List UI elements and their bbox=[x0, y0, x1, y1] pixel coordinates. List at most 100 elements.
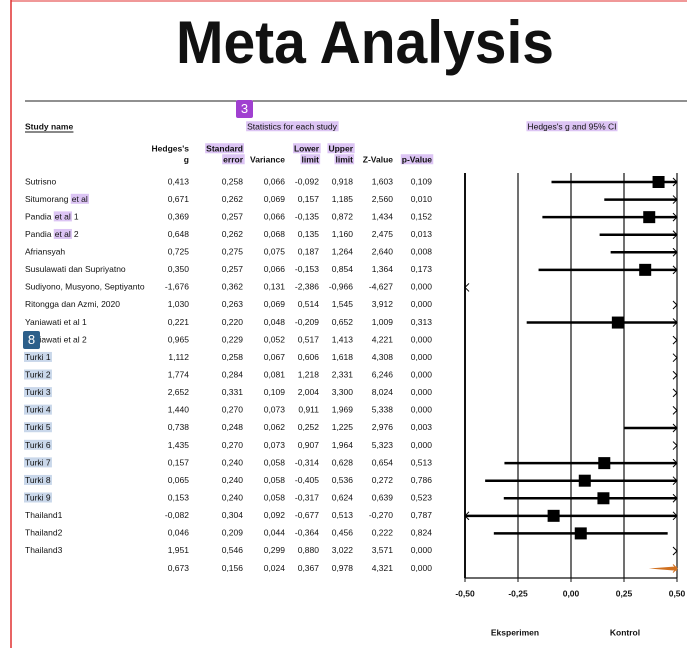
summary-cell: 0,978 bbox=[332, 563, 354, 573]
cell: 1,774 bbox=[168, 370, 190, 380]
column-header: limit bbox=[336, 154, 354, 164]
cell: 1,364 bbox=[372, 264, 394, 274]
ci-arrow bbox=[672, 195, 678, 204]
point-estimate bbox=[597, 492, 610, 505]
highlight bbox=[24, 351, 52, 362]
cell: 0,075 bbox=[264, 247, 286, 257]
cell: 0,073 bbox=[264, 440, 286, 450]
cell: 0,787 bbox=[411, 510, 433, 520]
highlight bbox=[24, 369, 52, 380]
cell: 0,606 bbox=[298, 352, 320, 362]
ci-arrow bbox=[672, 177, 678, 187]
highlight bbox=[526, 121, 618, 132]
cell: 4,308 bbox=[372, 352, 394, 362]
ci-arrow bbox=[672, 353, 678, 363]
study-name: Turki 3 bbox=[25, 387, 51, 397]
cell: 1,969 bbox=[332, 405, 354, 415]
ci-arrow bbox=[672, 318, 678, 327]
ci-arrow bbox=[672, 265, 678, 275]
ci-arrow bbox=[672, 406, 678, 415]
cell: 0,135 bbox=[298, 229, 320, 239]
cell: 0,066 bbox=[264, 264, 286, 274]
cell: 0,240 bbox=[222, 475, 244, 485]
summary-cell: 0,673 bbox=[168, 563, 190, 573]
summary-cell: 0,024 bbox=[264, 563, 286, 573]
cell: 0,536 bbox=[332, 475, 354, 485]
cell: 0,671 bbox=[168, 194, 190, 204]
summary-cell: 4,321 bbox=[372, 563, 394, 573]
cell: 0,152 bbox=[411, 211, 433, 221]
title: Meta Analysis bbox=[176, 9, 554, 76]
cell: 1,185 bbox=[332, 194, 354, 204]
cell: 3,022 bbox=[332, 545, 354, 555]
badge bbox=[236, 100, 253, 118]
cell: 0,304 bbox=[222, 510, 244, 520]
cell: 2,004 bbox=[298, 387, 320, 397]
ci-arrow bbox=[464, 511, 470, 521]
column-header: Variance bbox=[250, 154, 285, 164]
study-name: Turki 5 bbox=[25, 422, 51, 432]
ci-arrow bbox=[672, 300, 678, 310]
x-tick-label: -0,50 bbox=[455, 588, 475, 598]
cell: 0,058 bbox=[264, 493, 286, 503]
cell: 0,066 bbox=[264, 176, 286, 186]
ci-arrow bbox=[672, 230, 678, 240]
study-name: Thailand2 bbox=[25, 528, 63, 538]
column-header: limit bbox=[302, 154, 320, 164]
highlight bbox=[222, 154, 245, 165]
cell: 0,313 bbox=[411, 317, 433, 327]
cell: 0,240 bbox=[222, 493, 244, 503]
study-name: Afriansyah bbox=[25, 247, 65, 257]
cell: -0,317 bbox=[295, 493, 319, 503]
cell: 0,880 bbox=[298, 545, 320, 555]
cell: 1,440 bbox=[168, 405, 190, 415]
cell: 0,109 bbox=[264, 387, 286, 397]
x-tick-label: -0,25 bbox=[508, 588, 528, 598]
cell: 0,052 bbox=[264, 334, 286, 344]
study-name: Turki 2 bbox=[25, 370, 51, 380]
cell: 0,046 bbox=[168, 528, 190, 538]
cell: 1,951 bbox=[168, 545, 190, 555]
cell: 0,270 bbox=[222, 405, 244, 415]
study-name: et al bbox=[55, 229, 71, 239]
cell: 1,603 bbox=[372, 176, 394, 186]
cell: 0,081 bbox=[264, 370, 286, 380]
cell: 0,252 bbox=[298, 422, 320, 432]
cell: 0,065 bbox=[168, 475, 190, 485]
cell: 0,073 bbox=[264, 405, 286, 415]
cell: 0,262 bbox=[222, 194, 244, 204]
study-name: et al bbox=[55, 211, 71, 221]
section-label: Statistics for each study bbox=[247, 121, 338, 131]
cell: -0,270 bbox=[369, 510, 393, 520]
ci-arrow bbox=[672, 388, 678, 398]
highlight bbox=[24, 457, 52, 468]
cell: 1,964 bbox=[332, 440, 354, 450]
cell: 0,786 bbox=[411, 475, 433, 485]
highlight bbox=[24, 422, 52, 433]
study-name: Sutrisno bbox=[25, 176, 56, 186]
cell: 0,350 bbox=[168, 264, 190, 274]
cell: 0,263 bbox=[222, 299, 244, 309]
x-tick-label: 0,25 bbox=[616, 588, 633, 598]
cell: -0,082 bbox=[165, 510, 189, 520]
cell: 2,331 bbox=[332, 370, 354, 380]
column-header: Standard bbox=[206, 143, 243, 153]
summary-cell: 0,156 bbox=[222, 563, 244, 573]
cell: 0,000 bbox=[411, 282, 433, 292]
cell: 0,000 bbox=[411, 352, 433, 362]
cell: 0,738 bbox=[168, 422, 190, 432]
study-name: Thailand3 bbox=[25, 545, 63, 555]
point-estimate bbox=[639, 263, 652, 276]
cell: -0,405 bbox=[295, 475, 319, 485]
cell: 0,066 bbox=[264, 211, 286, 221]
summary-cell: 0,000 bbox=[411, 563, 433, 573]
x-tick-label: 0,50 bbox=[669, 588, 686, 598]
cell: 5,338 bbox=[372, 405, 394, 415]
ci-arrow bbox=[672, 370, 678, 380]
column-header: p-Value bbox=[402, 154, 433, 164]
cell: 2,560 bbox=[372, 194, 394, 204]
cell: 0,067 bbox=[264, 352, 286, 362]
cell: -1,676 bbox=[165, 282, 189, 292]
